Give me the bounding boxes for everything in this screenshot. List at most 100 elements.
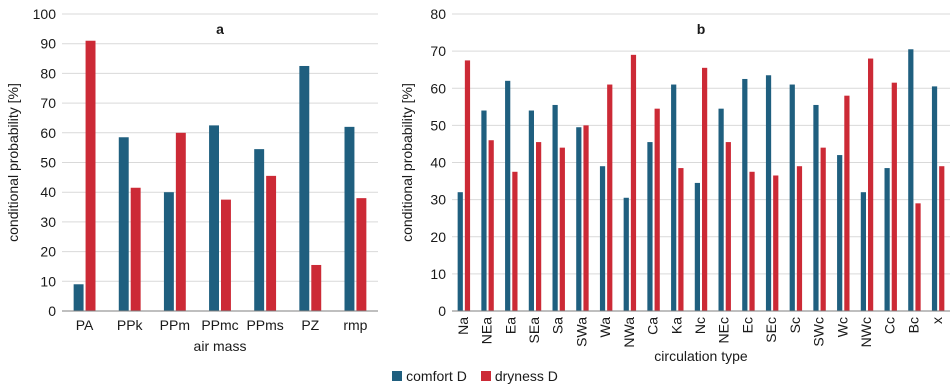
legend-label-dryness: dryness D: [494, 368, 558, 384]
bar-dryness: [820, 147, 826, 311]
y-tick-label: 60: [40, 125, 56, 141]
y-tick-label: 100: [33, 6, 57, 22]
y-tick-label: 20: [430, 229, 446, 245]
y-tick-label: 70: [40, 95, 56, 111]
y-tick-label: 50: [40, 155, 56, 171]
x-tick-label: NWc: [858, 317, 874, 347]
bar-dryness: [536, 142, 542, 311]
bar-dryness: [796, 166, 803, 311]
x-tick-label: PPms: [246, 317, 283, 333]
bar-dryness: [630, 54, 637, 312]
y-tick-label: 30: [40, 214, 56, 230]
bar-dryness: [749, 171, 755, 311]
bar-comfort: [623, 197, 629, 311]
legend-item-comfort: comfort D: [392, 368, 467, 384]
x-tick-label: Ec: [739, 317, 755, 333]
x-tick-label: Ka: [668, 317, 684, 334]
y-tick-label: 40: [430, 155, 446, 171]
chart-panel-a: 0 10 20 30 40 50 60 70 80 90 100 PA PPk PPm PPmc PPms PZ…: [5, 6, 378, 354]
bar-dryness: [678, 168, 684, 311]
legend-item-dryness: dryness D: [480, 368, 558, 384]
bar-comfort: [671, 84, 677, 311]
x-tick-label: SEa: [526, 317, 542, 344]
x-axis-label: circulation type: [654, 348, 748, 364]
bar-comfort: [481, 110, 487, 312]
x-tick-label: NEa: [479, 317, 495, 344]
bar-comfort: [931, 86, 938, 311]
x-tick-label: PPmc: [201, 317, 238, 333]
bar-comfort: [908, 49, 914, 312]
y-tick-label: 40: [40, 184, 56, 200]
x-tick-label: x: [929, 317, 945, 324]
x-tick-label: NWa: [621, 317, 637, 348]
y-tick-label: 0: [438, 303, 446, 319]
y-axis-label: conditional probability [%]: [5, 83, 21, 242]
x-tick-label: Na: [455, 317, 471, 335]
bar-comfort: [813, 104, 819, 312]
bar-dryness: [130, 187, 141, 311]
bar-comfort: [599, 166, 606, 311]
bar-dryness: [607, 84, 613, 311]
bar-comfort: [647, 142, 653, 311]
bar-dryness: [464, 60, 471, 311]
x-tick-label: Wa: [597, 317, 613, 338]
y-tick-label: 80: [40, 65, 56, 81]
bar-comfort: [528, 110, 534, 312]
x-tick-label: PA: [76, 317, 94, 333]
x-tick-label: PPm: [160, 317, 190, 333]
x-tick-label: Wc: [834, 317, 850, 337]
bar-dryness: [868, 58, 874, 311]
x-tick-label: PZ: [301, 317, 319, 333]
bar-comfort: [694, 182, 700, 311]
panel-title: b: [697, 21, 706, 37]
bar-comfort: [718, 108, 724, 311]
bar-comfort: [118, 137, 129, 311]
y-tick-label: 0: [48, 303, 56, 319]
bar-comfort: [209, 125, 219, 312]
bar-dryness: [311, 264, 322, 311]
x-tick-label: Ea: [502, 317, 518, 334]
bar-comfort: [576, 127, 582, 311]
y-tick-label: 60: [430, 80, 446, 96]
bar-dryness: [85, 40, 96, 311]
x-tick-label: Sc: [787, 317, 803, 333]
bar-dryness: [559, 147, 565, 311]
x-tick-label: SEc: [763, 317, 779, 343]
bar-comfort: [344, 126, 355, 311]
bar-dryness: [583, 125, 589, 312]
bar-comfort: [163, 192, 174, 311]
bar-dryness: [221, 199, 231, 312]
bar-dryness: [654, 108, 660, 311]
legend-swatch-dryness: [480, 371, 491, 381]
bar-dryness: [773, 175, 779, 311]
bar-comfort: [789, 84, 795, 311]
bar-comfort: [73, 284, 84, 311]
bar-comfort: [457, 192, 463, 311]
bar-dryness: [488, 140, 494, 311]
bar-comfort: [860, 192, 866, 311]
y-tick-label: 90: [40, 36, 56, 52]
x-tick-label: Nc: [692, 317, 708, 334]
bar-dryness: [266, 175, 277, 311]
x-tick-label: Bc: [905, 317, 921, 333]
x-tick-label: Cc: [882, 317, 898, 334]
bar-dryness: [844, 95, 850, 312]
bar-comfort: [299, 65, 310, 311]
x-axis-label: air mass: [194, 338, 247, 354]
y-tick-label: 50: [430, 117, 446, 133]
y-tick-label: 20: [40, 244, 56, 260]
bar-comfort: [505, 80, 511, 311]
bar-dryness: [891, 82, 897, 312]
bar-dryness: [915, 203, 921, 311]
legend: comfort D dryness D: [0, 366, 950, 386]
x-tick-label: SWa: [573, 317, 589, 347]
bar-comfort: [765, 75, 772, 311]
x-tick-label: PPk: [117, 317, 144, 333]
x-tick-label: rmp: [343, 317, 367, 333]
bar-comfort: [884, 168, 890, 311]
legend-swatch-comfort: [392, 371, 403, 381]
panel-title: a: [216, 21, 224, 37]
y-axis-label: conditional probability [%]: [399, 83, 415, 242]
x-tick-label: SWc: [811, 317, 827, 347]
